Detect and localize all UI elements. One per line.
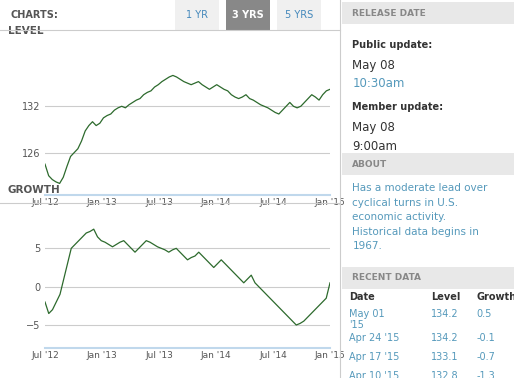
Text: May 01
'15: May 01 '15 bbox=[349, 309, 384, 330]
Text: Apr 10 '15: Apr 10 '15 bbox=[349, 371, 399, 378]
Text: Level: Level bbox=[431, 292, 461, 302]
Text: Apr 17 '15: Apr 17 '15 bbox=[349, 352, 399, 362]
Text: GROWTH: GROWTH bbox=[8, 185, 61, 195]
Text: 9:00am: 9:00am bbox=[352, 140, 397, 153]
FancyBboxPatch shape bbox=[277, 0, 321, 30]
Text: Growth: Growth bbox=[476, 292, 514, 302]
Text: ABOUT: ABOUT bbox=[352, 160, 388, 169]
Text: 5 YRS: 5 YRS bbox=[285, 10, 314, 20]
Text: 133.1: 133.1 bbox=[431, 352, 459, 362]
FancyBboxPatch shape bbox=[342, 267, 514, 289]
Text: 134.2: 134.2 bbox=[431, 309, 459, 319]
Text: RECENT DATA: RECENT DATA bbox=[352, 273, 421, 282]
Text: May 08: May 08 bbox=[352, 121, 395, 134]
Text: Has a moderate lead over
cyclical turns in U.S.
economic activity.
Historical da: Has a moderate lead over cyclical turns … bbox=[352, 183, 488, 251]
FancyBboxPatch shape bbox=[342, 2, 514, 24]
Text: May 08: May 08 bbox=[352, 59, 395, 71]
Text: -0.1: -0.1 bbox=[476, 333, 495, 343]
FancyBboxPatch shape bbox=[226, 0, 270, 30]
Text: Date: Date bbox=[349, 292, 375, 302]
Text: -1.3: -1.3 bbox=[476, 371, 495, 378]
Text: 134.2: 134.2 bbox=[431, 333, 459, 343]
Text: LEVEL: LEVEL bbox=[8, 26, 44, 36]
Text: 1 YR: 1 YR bbox=[186, 10, 208, 20]
Text: CHARTS:: CHARTS: bbox=[10, 10, 58, 20]
Text: 3 YRS: 3 YRS bbox=[232, 10, 264, 20]
FancyBboxPatch shape bbox=[342, 153, 514, 175]
Text: 0.5: 0.5 bbox=[476, 309, 491, 319]
FancyBboxPatch shape bbox=[175, 0, 219, 30]
Text: 10:30am: 10:30am bbox=[352, 77, 405, 90]
Text: Member update:: Member update: bbox=[352, 102, 444, 112]
Text: -0.7: -0.7 bbox=[476, 352, 495, 362]
Text: RELEASE DATE: RELEASE DATE bbox=[352, 9, 426, 18]
Text: Public update:: Public update: bbox=[352, 40, 433, 50]
Text: 132.8: 132.8 bbox=[431, 371, 459, 378]
Text: Apr 24 '15: Apr 24 '15 bbox=[349, 333, 399, 343]
